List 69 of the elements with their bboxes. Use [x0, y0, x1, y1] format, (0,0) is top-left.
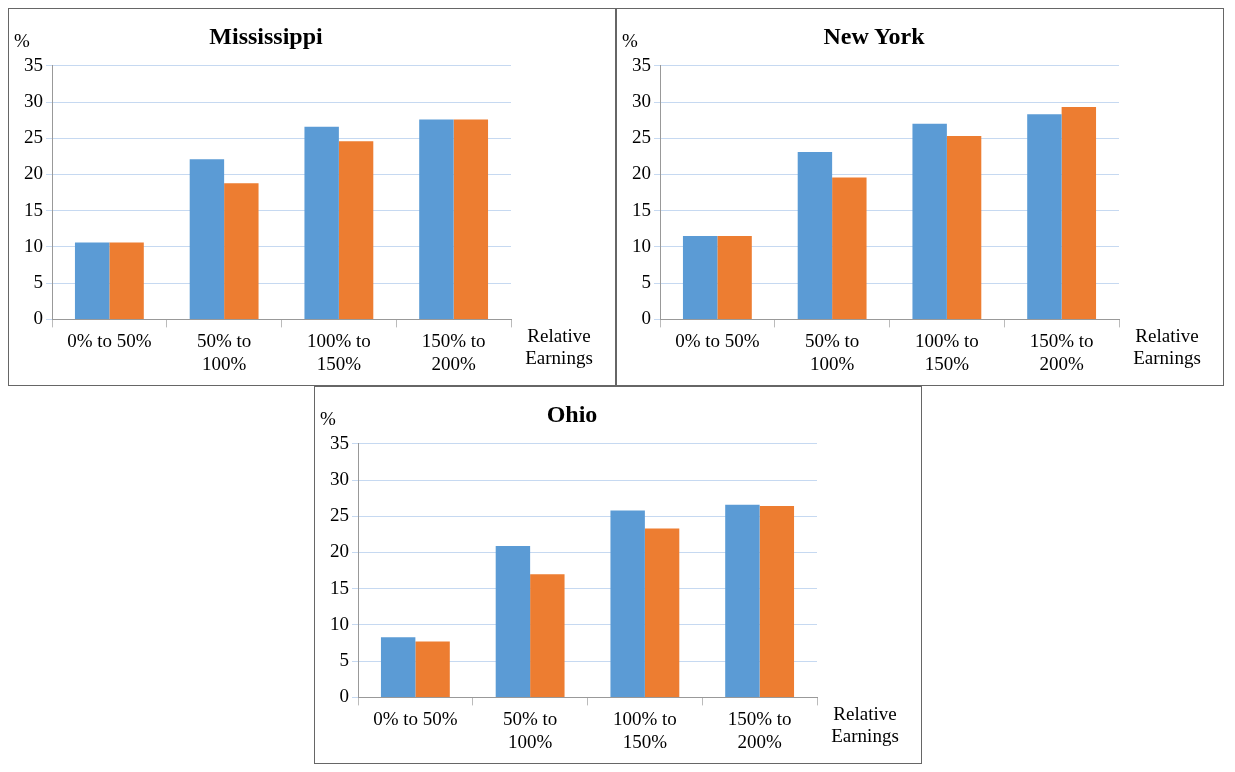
y-tick-label: 30 — [329, 468, 349, 490]
y-tick-label: 5 — [33, 271, 43, 293]
bar — [912, 123, 947, 319]
bar — [1061, 107, 1097, 319]
y-tick-label: 30 — [24, 90, 43, 112]
y-tick-label: 10 — [329, 612, 349, 634]
x-tick-label: 0% to 50% — [67, 329, 152, 351]
y-tick-label: 35 — [329, 431, 349, 453]
bar — [832, 177, 867, 319]
x-tick-label: 150% to 200% — [1029, 329, 1094, 374]
bar — [682, 236, 718, 319]
bar — [380, 637, 415, 697]
chart-title: Ohio — [546, 400, 597, 427]
y-tick-label: 15 — [632, 198, 651, 220]
bar — [419, 119, 454, 319]
bar — [304, 126, 339, 319]
y-tick-label: 20 — [329, 540, 349, 562]
y-tick-label: 10 — [632, 234, 651, 256]
y-tick-label: 30 — [632, 90, 651, 112]
x-axis-title: Relative Earnings — [830, 702, 899, 746]
bar — [759, 506, 794, 697]
y-tick-label: 15 — [329, 576, 349, 598]
y-tick-label: 15 — [24, 198, 43, 220]
bar — [74, 242, 110, 319]
y-tick-label: 25 — [632, 126, 651, 148]
y-tick-label: 35 — [24, 53, 43, 75]
bar — [946, 136, 982, 319]
x-tick-label: 0% to 50% — [372, 707, 458, 729]
bar — [797, 152, 833, 319]
bar — [724, 504, 760, 697]
bar — [717, 236, 752, 319]
bar — [495, 545, 530, 697]
y-tick-label: 20 — [632, 162, 651, 184]
y-tick-label: 20 — [24, 162, 43, 184]
bar — [609, 510, 645, 697]
bar — [644, 528, 679, 697]
bar — [189, 159, 225, 319]
y-axis-title: % — [319, 408, 336, 430]
bar — [1027, 114, 1062, 319]
y-axis-title: % — [14, 30, 31, 52]
y-tick-label: 5 — [339, 649, 349, 671]
x-tick-label: 50% to 100% — [502, 707, 557, 752]
y-axis-title: % — [622, 30, 639, 52]
x-tick-label: 100% to 150% — [914, 329, 979, 374]
bar — [338, 141, 374, 319]
bar — [453, 119, 489, 319]
bar — [224, 183, 259, 319]
bar — [109, 242, 144, 319]
x-tick-label: 150% to 200% — [421, 329, 486, 374]
bar — [414, 641, 450, 697]
y-tick-label: 10 — [24, 234, 43, 256]
y-tick-label: 0 — [339, 685, 349, 707]
x-tick-label: 50% to 100% — [804, 329, 860, 374]
x-tick-label: 150% to 200% — [727, 707, 792, 752]
y-tick-label: 0 — [33, 307, 43, 329]
bar — [529, 574, 565, 697]
x-tick-label: 0% to 50% — [675, 329, 760, 351]
y-tick-label: 35 — [632, 53, 651, 75]
x-tick-label: 100% to 150% — [612, 707, 677, 752]
y-tick-label: 5 — [641, 271, 651, 293]
y-tick-label: 25 — [24, 126, 43, 148]
x-tick-label: 50% to 100% — [196, 329, 252, 374]
x-axis-title: Relative Earnings — [1133, 324, 1201, 368]
y-tick-label: 0 — [641, 307, 651, 329]
x-axis-title: Relative Earnings — [525, 324, 593, 368]
y-tick-label: 25 — [329, 504, 349, 526]
chart-title: New York — [823, 22, 926, 49]
chart-title: Mississippi — [209, 22, 324, 49]
x-tick-label: 100% to 150% — [306, 329, 371, 374]
